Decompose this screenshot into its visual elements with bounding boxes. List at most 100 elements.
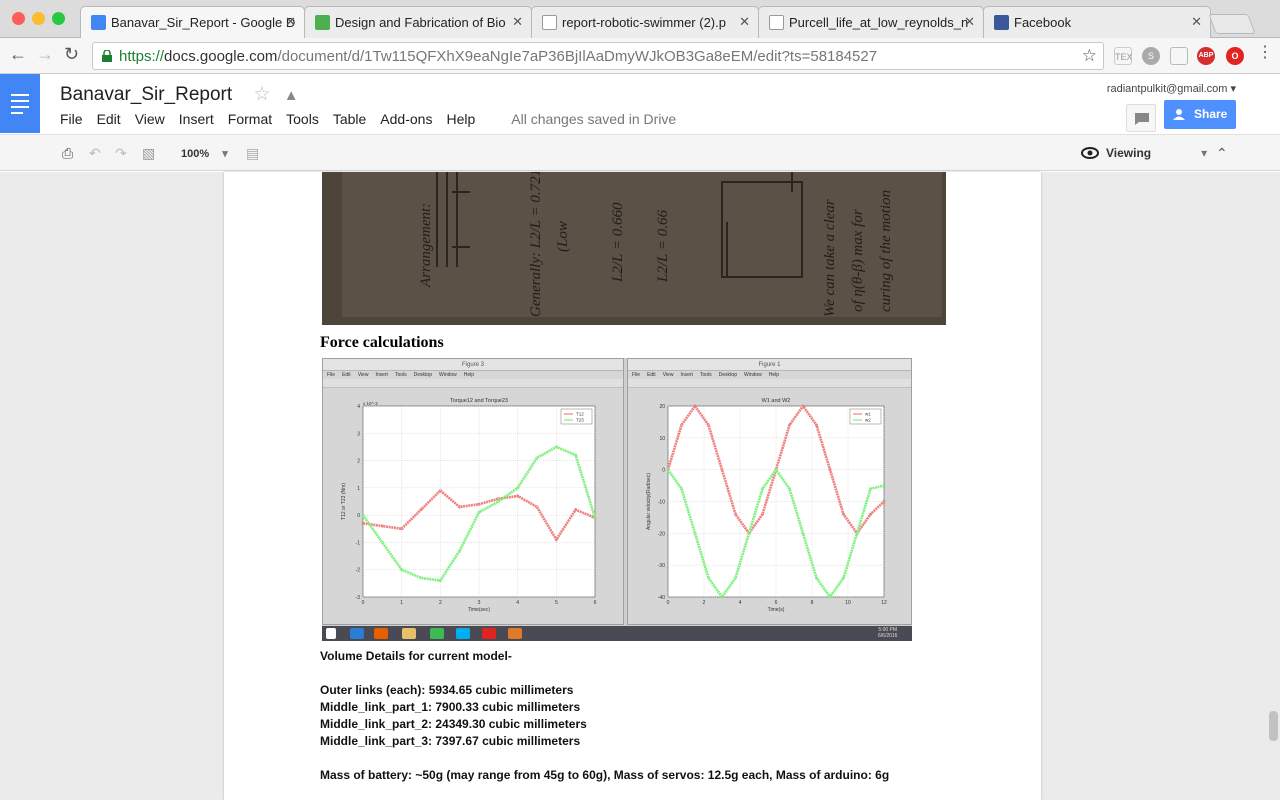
share-button[interactable]: Share xyxy=(1164,100,1236,129)
data-point xyxy=(855,531,859,535)
y-axis-label: T12 or T23 (Nm) xyxy=(341,483,347,520)
data-point xyxy=(419,508,423,512)
close-tab-icon[interactable]: ✕ xyxy=(1191,14,1202,29)
address-bar[interactable]: https://docs.google.com/document/d/1Tw11… xyxy=(92,42,1104,70)
close-tab-icon[interactable]: ✕ xyxy=(964,14,975,29)
figure-menu-item: File xyxy=(632,372,641,378)
person-icon xyxy=(1173,109,1185,120)
torque-chart: 0 1 2 3 4 5 6 -3 -2 -1 0 1 2 3 4 Torque12 and Torque23 T… xyxy=(341,398,597,613)
document-page[interactable]: Arrangement: Generally: L2/L = 0.721 (f.… xyxy=(224,172,1041,800)
tex-icon[interactable]: TEX xyxy=(1114,47,1133,65)
x-tick-label: 5 xyxy=(555,600,558,606)
data-point xyxy=(734,576,738,580)
account-email[interactable]: radiantpulkit@gmail.com ▾ xyxy=(1106,83,1236,95)
menu-kebab-icon[interactable]: ⋮ xyxy=(1257,44,1273,61)
browser-tab[interactable]: Facebook ✕ xyxy=(983,6,1211,38)
data-point xyxy=(516,494,520,498)
move-to-folder-icon[interactable]: ▲ xyxy=(283,87,299,104)
paint-format-icon[interactable]: ▧ xyxy=(142,145,156,161)
y-tick-label: 1 xyxy=(357,486,360,492)
leaf-icon xyxy=(315,15,330,30)
menu-addons[interactable]: Add-ons xyxy=(380,111,433,127)
opera-icon[interactable]: O xyxy=(1226,47,1244,65)
redo-icon[interactable]: ↷ xyxy=(115,145,127,161)
data-point xyxy=(869,487,873,491)
docs-menu-icon[interactable] xyxy=(0,74,40,133)
x-tick-label: 10 xyxy=(845,600,851,606)
data-point xyxy=(882,484,886,488)
figure-menu-item: Insert xyxy=(375,372,388,378)
adblock-icon[interactable]: ABP xyxy=(1197,47,1215,65)
back-arrow-icon[interactable]: ← xyxy=(9,44,27,64)
browser-tab[interactable]: report-robotic-swimmer (2).p ✕ xyxy=(531,6,759,38)
x-tick-label: 1 xyxy=(400,600,403,606)
zoom-select[interactable]: 100% ▾ xyxy=(181,148,228,160)
figure-menu-item: Desktop xyxy=(413,372,432,378)
url-host: docs.google.com xyxy=(164,48,278,65)
data-point xyxy=(438,489,442,493)
menu-help[interactable]: Help xyxy=(446,111,476,127)
chrome-icon xyxy=(430,628,444,639)
ie-icon xyxy=(350,628,364,639)
zoom-window-button[interactable] xyxy=(52,12,65,25)
menu-edit[interactable]: Edit xyxy=(96,111,121,127)
close-tab-icon[interactable]: ✕ xyxy=(512,14,523,29)
figure-menu-item: Edit xyxy=(342,372,351,378)
x-tick-label: 6 xyxy=(594,600,597,606)
print-icon[interactable]: ⎙ xyxy=(62,145,74,161)
mode-select[interactable]: Viewing ▾ xyxy=(1106,146,1208,160)
menu-insert[interactable]: Insert xyxy=(178,111,214,127)
browser-tab[interactable]: Design and Fabrication of Bio ✕ xyxy=(304,6,532,38)
figure-menu-item: Tools xyxy=(394,372,407,378)
mass-line: Mass of battery: ~50g (may range from 45… xyxy=(320,768,890,782)
undo-icon[interactable]: ↶ xyxy=(89,145,101,161)
volume-line: Middle_link_part_2: 24349.30 cubic milli… xyxy=(320,717,587,731)
y-tick-label: -3 xyxy=(356,595,361,601)
new-tab-button[interactable] xyxy=(1208,14,1256,34)
star-icon[interactable]: ☆ xyxy=(253,84,271,105)
menu-format[interactable]: Format xyxy=(227,111,273,127)
series-line-w2 xyxy=(666,468,885,599)
menu-table[interactable]: Table xyxy=(332,111,367,127)
x-tick-label: 12 xyxy=(881,600,887,606)
reload-icon[interactable]: ↻ xyxy=(64,44,80,64)
outline-icon[interactable]: ▤ xyxy=(246,145,260,161)
volume-title: Volume Details for current model- xyxy=(320,649,512,663)
close-tab-icon[interactable]: ✕ xyxy=(739,14,750,29)
forward-arrow-icon[interactable]: → xyxy=(36,44,54,64)
svg-text:L2/L = 0.66: L2/L = 0.66 xyxy=(655,210,671,283)
y-tick-label: -20 xyxy=(658,531,665,537)
collapse-toolbar-icon[interactable]: ⌃ xyxy=(1216,145,1228,161)
series-line-t23 xyxy=(361,445,597,582)
menu-file[interactable]: File xyxy=(60,111,83,127)
y-axis-label: Angular velocity(Rad/sec) xyxy=(646,473,652,530)
volume-line: Outer links (each): 5934.65 cubic millim… xyxy=(320,683,574,697)
menu-tools[interactable]: Tools xyxy=(286,111,319,127)
share-label: Share xyxy=(1194,107,1228,121)
data-point xyxy=(400,568,404,572)
series-line-t12 xyxy=(362,489,596,541)
document-title[interactable]: Banavar_Sir_Report ☆ ▲ xyxy=(60,83,299,106)
scrollbar-thumb[interactable] xyxy=(1269,711,1278,741)
figure-menu-item: File xyxy=(327,372,336,378)
skype-app-icon xyxy=(456,628,470,639)
close-window-button[interactable] xyxy=(12,12,25,25)
comment-icon xyxy=(1135,113,1149,125)
x-tick-label: 6 xyxy=(775,600,778,606)
comments-button[interactable] xyxy=(1126,104,1156,132)
data-point xyxy=(720,595,724,599)
browser-tab[interactable]: Banavar_Sir_Report - Google D ✕ xyxy=(80,6,305,38)
browser-tab[interactable]: Purcell_life_at_low_reynolds_n ✕ xyxy=(758,6,984,38)
bookmark-star-icon[interactable]: ☆ xyxy=(1081,46,1097,65)
close-tab-icon[interactable]: ✕ xyxy=(285,14,296,29)
y-tick-label: 20 xyxy=(659,404,665,410)
y-tick-label: -40 xyxy=(658,595,665,601)
document-canvas[interactable]: Arrangement: Generally: L2/L = 0.721 (f.… xyxy=(0,172,1280,800)
reader-icon[interactable] xyxy=(1170,47,1188,65)
url-path: /document/d/1Tw115QFXhX9eaNgIe7aP36BjIlA… xyxy=(277,48,878,65)
skype-icon[interactable]: S xyxy=(1142,47,1160,65)
x-tick-label: 0 xyxy=(362,600,365,606)
menu-view[interactable]: View xyxy=(134,111,165,127)
data-point xyxy=(679,487,683,491)
minimize-window-button[interactable] xyxy=(32,12,45,25)
